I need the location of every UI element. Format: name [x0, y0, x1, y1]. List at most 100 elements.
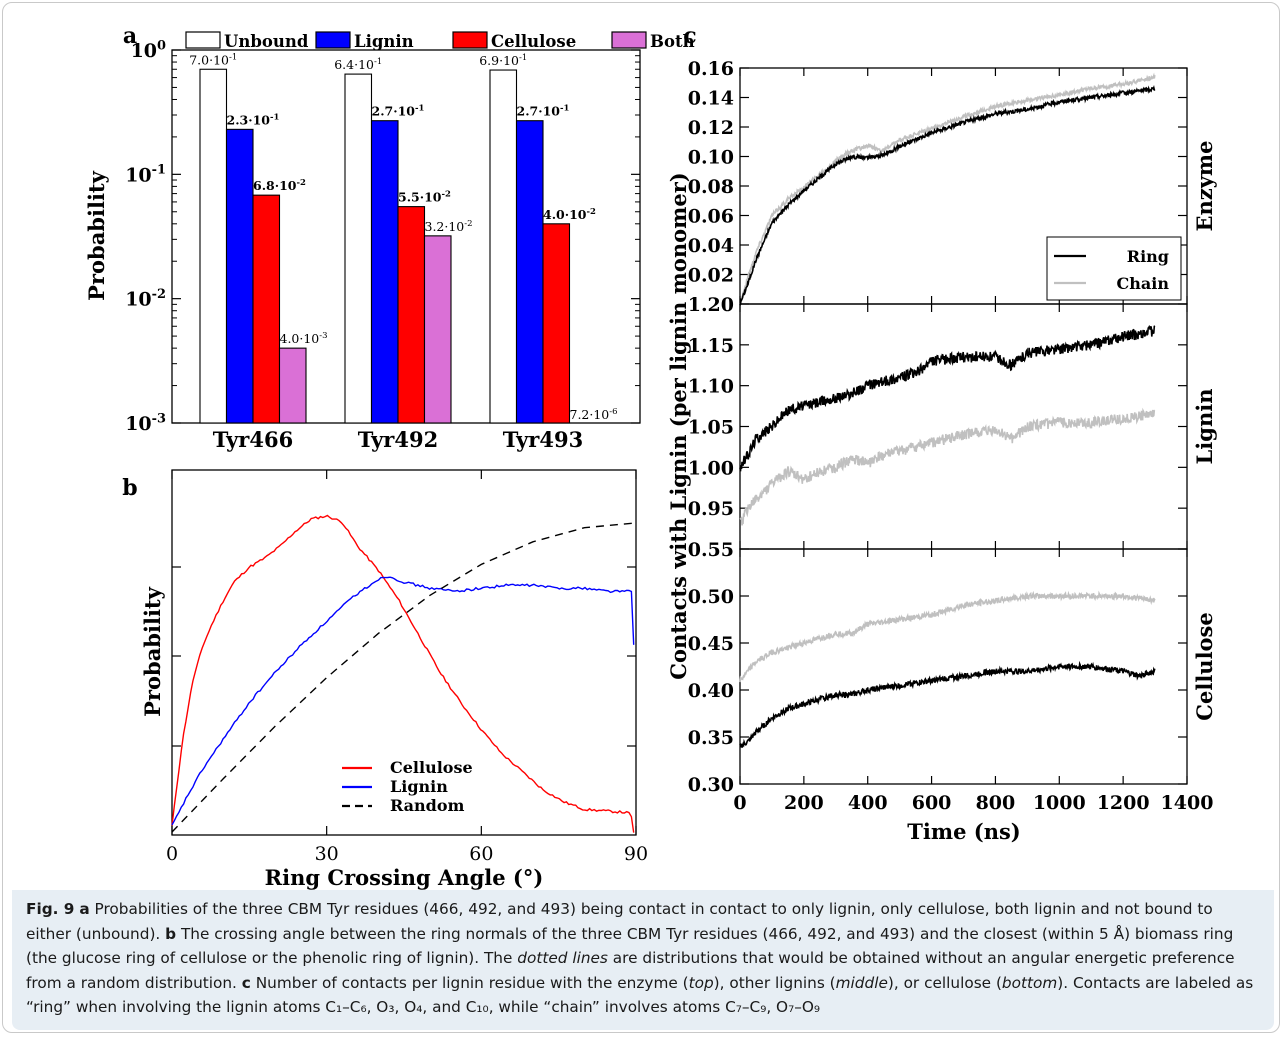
series-line-ring-enzyme: [739, 84, 1156, 306]
panel-a: a Unbound Lignin Cellulose Both 100 10-1 10-2 10…: [84, 23, 695, 452]
panel-side-label-lignin: Lignin: [1192, 389, 1217, 465]
panel-label-c: c: [683, 23, 696, 49]
data-label-unbound-tyr466: 7.0·10-1: [189, 52, 237, 67]
caption-b-italic: dotted lines: [517, 949, 608, 968]
axes-frame-b: [171, 469, 637, 836]
axes-frame-c-cellulose: [739, 548, 1188, 785]
caption-c-text: Number of contacts per lignin residue wi…: [250, 973, 689, 992]
bar-lignin-tyr466: [225, 128, 254, 424]
bar-cellulose-tyr466: [252, 194, 281, 424]
x-category-label: Tyr493: [503, 427, 583, 452]
y-tick-label-c: 1.05: [688, 417, 734, 439]
y-axis-label-c: Contacts with Lignin (per lignin monomer…: [666, 172, 691, 679]
legend-label-random: Random: [390, 796, 465, 815]
series-line-chain-cellulose: [739, 590, 1156, 683]
y-tick-label-c: 0.02: [688, 265, 734, 287]
legend-label-ring: Ring: [1127, 247, 1169, 266]
panel-side-label-enzyme: Enzyme: [1192, 141, 1217, 232]
data-label-lignin-tyr492: 2.7·10-1: [372, 104, 425, 119]
y-tick-label-c: 0.95: [688, 498, 734, 520]
bar-both-tyr492: [423, 235, 452, 424]
y-tick-label-c: 0.40: [688, 680, 734, 702]
x-tick-label-c: 1400: [1161, 792, 1214, 814]
bar-cellulose-tyr493: [542, 223, 571, 424]
y-tick-label-c: 0.04: [688, 235, 734, 257]
panel-label-a: a: [123, 23, 137, 49]
legend-label-cellulose: Cellulose: [390, 758, 473, 777]
x-tick-label-b: 30: [315, 843, 339, 865]
legend-label-chain: Chain: [1117, 274, 1170, 293]
caption-c-top: top: [688, 973, 714, 992]
y-tick-label-c: 0.35: [688, 727, 734, 749]
y-axis-label-b: Probability: [140, 586, 165, 716]
y-tick-label-c: 1.10: [688, 376, 734, 398]
x-axis-label-b: Ring Crossing Angle (°): [265, 865, 544, 890]
x-tick-label-c: 800: [976, 792, 1016, 814]
x-tick-label-c: 600: [912, 792, 952, 814]
caption-c-text2: ), other lignins (: [713, 973, 836, 992]
series-line-chain-enzyme: [739, 72, 1156, 305]
y-tick-label-a: 100: [131, 38, 166, 62]
legend-swatch-unbound: [185, 31, 221, 49]
caption-c-label: c: [241, 973, 251, 992]
figure-caption: Fig. 9 a Probabilities of the three CBM …: [12, 890, 1274, 1030]
series-line-lignin: [171, 576, 635, 826]
panel-side-label-cellulose: Cellulose: [1192, 612, 1217, 720]
data-label-unbound-tyr493: 6.9·10-1: [479, 53, 527, 68]
caption-c-text4: ). Contacts are labeled as “ring” when i…: [26, 973, 1254, 1017]
x-tick-label-c: 200: [784, 792, 824, 814]
series-line-random: [171, 522, 637, 833]
legend-label-cellulose: Cellulose: [491, 32, 576, 51]
caption-a-label: a: [79, 900, 90, 918]
caption-b-text: The crossing angle between the ring norm…: [26, 924, 1234, 968]
y-tick-label-c: 0.30: [688, 774, 734, 796]
y-tick-label-a: 10-3: [125, 411, 166, 435]
y-tick-label-c: 1.15: [688, 335, 734, 357]
x-category-label: Tyr492: [358, 427, 438, 452]
y-tick-label-c: 0.12: [688, 117, 734, 139]
x-tick-label-c: 1000: [1033, 792, 1086, 814]
y-tick-label-c: 0.14: [688, 88, 734, 110]
y-tick-label-a: 10-2: [125, 287, 166, 311]
bar-lignin-tyr492: [370, 120, 399, 424]
data-label-both-tyr492: 3.2·10-2: [425, 219, 473, 234]
legend-label-lignin: Lignin: [390, 777, 448, 796]
caption-fig-label: Fig. 9: [26, 900, 75, 918]
legend-swatch-lignin: [315, 31, 351, 49]
x-tick-label-b: 60: [469, 843, 493, 865]
caption-c-middle: middle: [835, 973, 888, 992]
caption-b-label: b: [165, 924, 177, 943]
legend-swatch-cellulose: [452, 31, 488, 49]
data-label-lignin-tyr466: 2.3·10-1: [227, 112, 280, 127]
y-tick-label-c: 0.10: [688, 147, 734, 169]
data-label-cellulose-tyr466: 6.8·10-2: [253, 178, 306, 193]
panel-c: c 0.02 0.04 0.06 0.08 0.10 0.12 0.14 0.16 Enzyme R…: [666, 23, 1217, 844]
bar-unbound-tyr493: [489, 69, 518, 424]
caption-a-text: Probabilities of the three CBM Tyr resid…: [26, 900, 1213, 943]
data-label-cellulose-tyr492: 5.5·10-2: [398, 190, 451, 205]
bar-cellulose-tyr492: [397, 206, 426, 424]
y-tick-label-c: 0.16: [688, 58, 734, 80]
y-tick-label-c: 0.06: [688, 206, 734, 228]
panel-b: b 0 30 60 90 Ring Crossing Angle (°) Probabili…: [122, 469, 648, 890]
legend-swatch-both: [611, 31, 647, 49]
y-tick-label-c: 0.50: [688, 586, 734, 608]
bar-unbound-tyr492: [344, 73, 373, 424]
series-line-cellulose: [171, 514, 635, 833]
legend-label-both: Both: [650, 32, 695, 51]
y-tick-label-c: 1.20: [688, 294, 734, 316]
x-tick-label-c: 400: [848, 792, 888, 814]
x-category-label: Tyr466: [213, 427, 293, 452]
x-axis-label-c: Time (ns): [907, 819, 1020, 844]
data-label-unbound-tyr492: 6.4·10-1: [334, 57, 382, 72]
data-label-both-tyr466: 4.0·10-3: [280, 331, 328, 346]
figure-charts: a Unbound Lignin Cellulose Both10010-110-210…: [84, 23, 1217, 890]
panel-label-b: b: [122, 475, 137, 501]
x-tick-label-c: 1200: [1097, 792, 1150, 814]
legend-box-c: [1046, 236, 1182, 301]
bar-lignin-tyr493: [515, 120, 544, 424]
caption-c-text3: ), or cellulose (: [887, 973, 1002, 992]
x-tick-label-c: 0: [733, 792, 746, 814]
